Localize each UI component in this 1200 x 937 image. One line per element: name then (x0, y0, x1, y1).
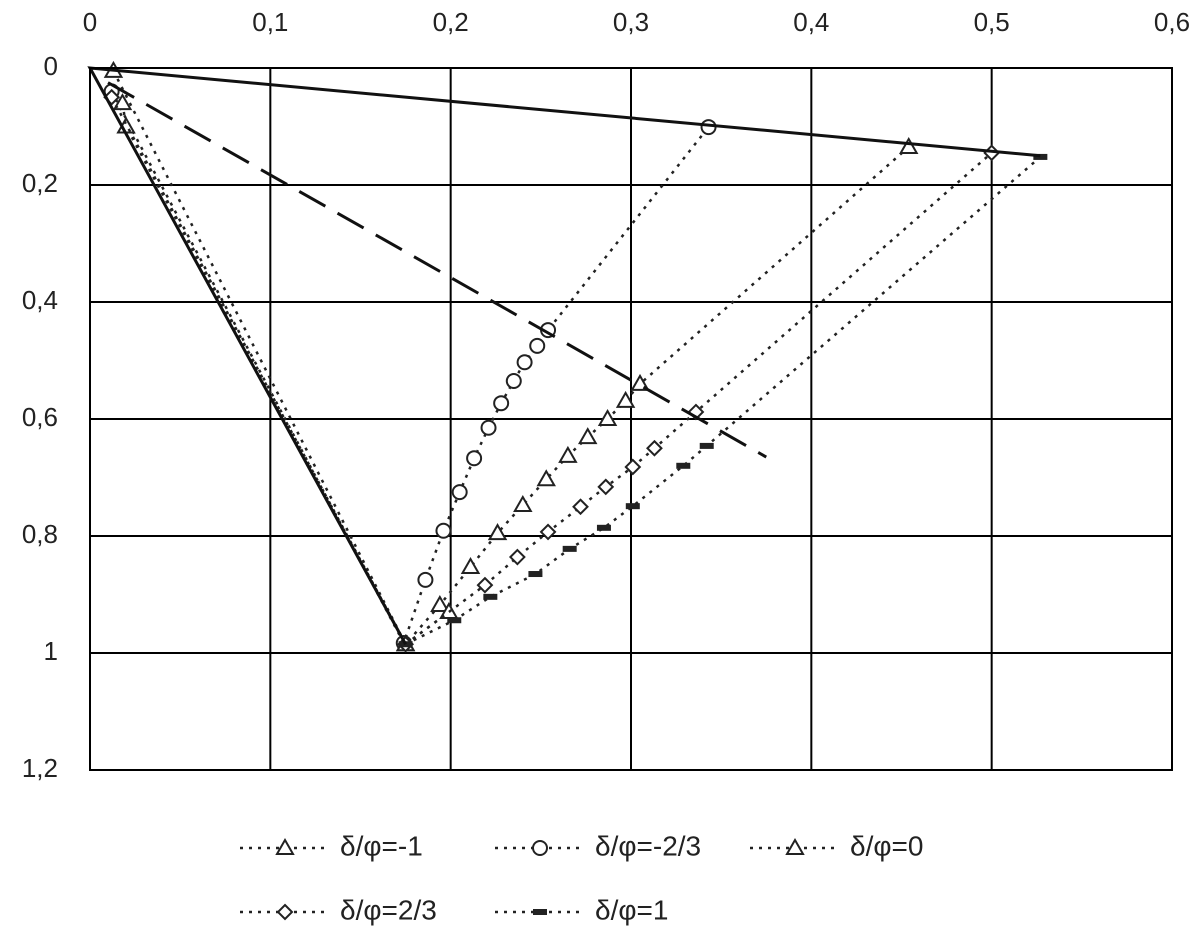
point (460, 556, 481, 575)
legend-item: δ/φ=2/3 (240, 894, 437, 925)
x-tick-label: 0 (83, 7, 97, 37)
legend-label: δ/φ=-1 (340, 830, 423, 861)
legend-item: δ/φ=1 (495, 894, 668, 925)
legend-label: δ/φ=-2/3 (595, 830, 701, 861)
point (528, 571, 543, 578)
legend-label: δ/φ=0 (850, 830, 923, 861)
point (676, 462, 691, 469)
legend-label: δ/φ=2/3 (340, 894, 437, 925)
point (700, 119, 717, 136)
series-line (110, 90, 710, 647)
x-tick-label: 0,6 (1154, 7, 1190, 37)
point (562, 545, 577, 552)
y-tick-label: 0,2 (22, 168, 58, 198)
point (476, 576, 494, 594)
series-line (110, 96, 993, 647)
point (577, 427, 598, 445)
legend-item: δ/φ=-1 (240, 830, 423, 861)
point (615, 390, 636, 408)
x-tick-label: 0,1 (252, 7, 288, 37)
y-tick-label: 0,6 (22, 402, 58, 432)
point (480, 419, 497, 436)
legend-label: δ/φ=1 (595, 894, 668, 925)
plot-border (89, 67, 1173, 771)
point (505, 372, 522, 389)
point (435, 522, 452, 539)
legend-marker (533, 909, 547, 915)
point (596, 524, 611, 531)
point (466, 450, 483, 467)
point (513, 494, 533, 512)
y-tick-label: 0,4 (22, 285, 58, 315)
point (493, 395, 510, 412)
legend-marker (275, 837, 295, 855)
point (597, 408, 618, 426)
point (539, 523, 557, 541)
point (597, 478, 615, 496)
point (112, 93, 133, 111)
point (417, 571, 434, 588)
point (536, 469, 556, 487)
point (529, 337, 546, 354)
point (624, 458, 642, 476)
point (487, 523, 508, 541)
legend-item: δ/φ=-2/3 (495, 830, 701, 861)
point (699, 442, 714, 449)
y-tick-label: 0 (44, 51, 58, 81)
y-tick-label: 1,2 (22, 753, 58, 783)
point (508, 548, 526, 566)
x-tick-label: 0,5 (974, 7, 1010, 37)
point (646, 439, 663, 457)
legend-item: δ/φ=0 (750, 830, 923, 861)
legend-marker (276, 903, 294, 921)
y-tick-label: 1 (44, 636, 58, 666)
point (451, 484, 468, 501)
point (447, 617, 462, 624)
legend-marker (532, 840, 548, 856)
point (898, 136, 919, 154)
legend: δ/φ=-1 δ/φ=-2/3 δ/φ=0 δ/φ=2/3 δ/φ=1 (240, 830, 923, 925)
point (516, 354, 533, 371)
point (625, 503, 640, 510)
legend-marker (785, 837, 805, 855)
x-tick-label: 0,3 (613, 7, 649, 37)
series-line (107, 81, 767, 459)
point (558, 445, 578, 463)
x-tick-label: 0,4 (793, 7, 829, 37)
point (483, 593, 498, 600)
point (430, 595, 450, 613)
x-tick-label: 0,2 (433, 7, 469, 37)
y-tick-label: 0,8 (22, 519, 58, 549)
point (572, 498, 589, 516)
